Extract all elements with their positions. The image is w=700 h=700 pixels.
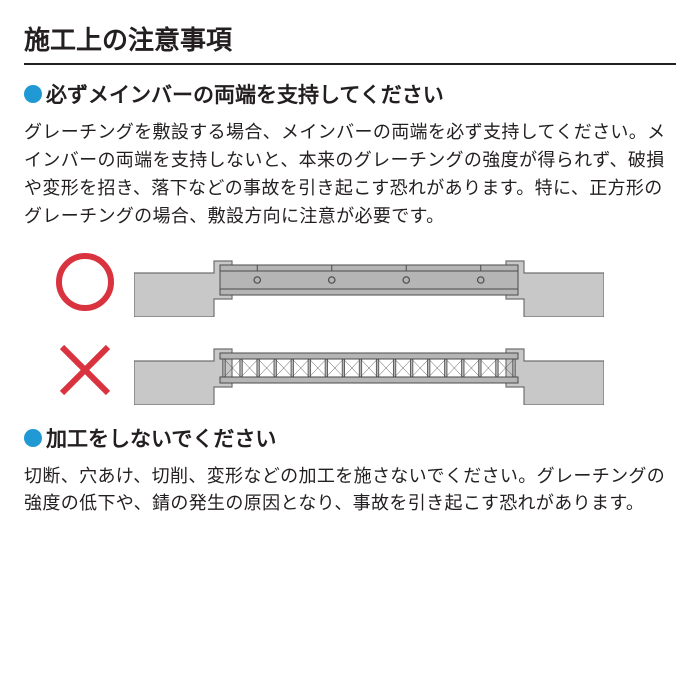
section2-heading-text: 加工をしないでください	[46, 423, 276, 453]
section1-body: グレーチングを敷設する場合、メインバーの両端を必ず支持してください。メインバーの…	[24, 119, 676, 231]
section2-body: 切断、穴あけ、切削、変形などの加工を施さないでください。グレーチングの強度の低下…	[24, 463, 676, 519]
incorrect-symbol-icon	[54, 339, 116, 401]
section1-heading-text: 必ずメインバーの両端を支持してください	[46, 79, 444, 109]
diagram-incorrect-svg	[134, 335, 604, 405]
bullet-icon	[24, 429, 42, 447]
section2-heading: 加工をしないでください	[24, 423, 676, 453]
bullet-icon	[24, 85, 42, 103]
section1-heading: 必ずメインバーの両端を支持してください	[24, 79, 676, 109]
diagram-correct-svg	[134, 247, 604, 317]
diagram-correct	[24, 247, 676, 317]
main-title: 施工上の注意事項	[24, 20, 676, 65]
diagram-incorrect	[24, 335, 676, 405]
correct-symbol-icon	[54, 251, 116, 313]
